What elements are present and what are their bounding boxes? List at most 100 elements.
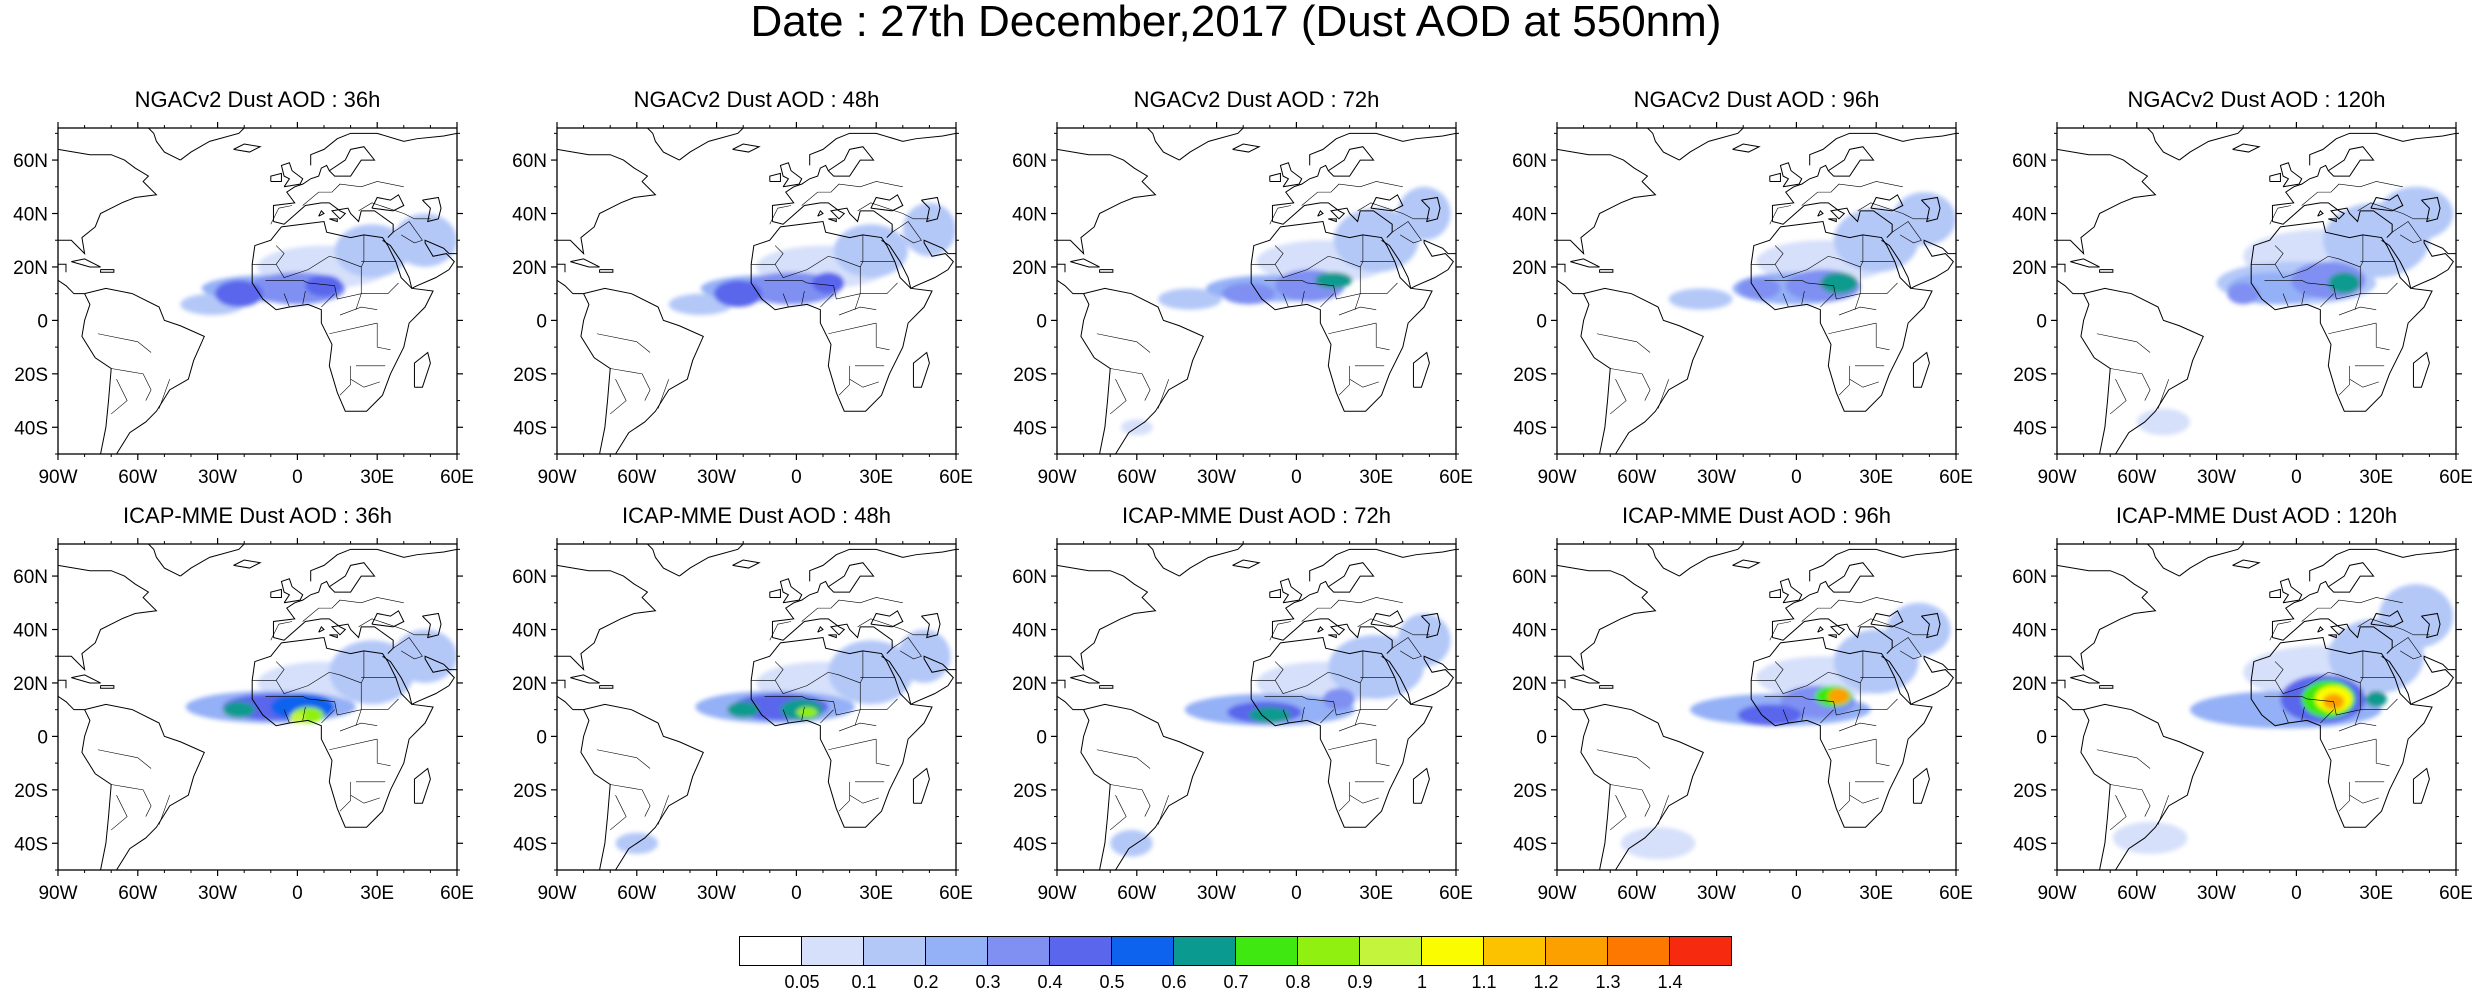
coastline (921, 612, 941, 639)
map-plot: 90W 60W 30W 0 30E 60E 60N 40N 20N 0 20S 40S (1512, 538, 1973, 904)
country-border (1849, 378, 1879, 388)
coastline (557, 564, 657, 672)
country-border (111, 379, 128, 415)
country-border (1657, 795, 1670, 825)
coastline (413, 351, 431, 388)
coastline (2309, 548, 2456, 582)
coastline (1921, 612, 1941, 639)
coastline (273, 202, 394, 238)
lat-tick-label: 20N (1012, 258, 1047, 279)
country-border (2301, 181, 2403, 206)
lon-tick-label: 30W (198, 883, 237, 904)
coastline (2279, 162, 2303, 188)
country-border (2338, 365, 2350, 396)
lon-tick-label: 30W (2197, 883, 2236, 904)
country-border (857, 202, 930, 220)
coastline (580, 287, 704, 454)
country-border (2357, 618, 2430, 636)
country-border (2157, 795, 2170, 825)
colorbar-swatch (863, 936, 926, 966)
colorbar-label: 1.1 (1471, 972, 1497, 992)
map-plot: 90W 60W 30W 0 30E 60E 60N 40N 20N 0 20S 40S (13, 122, 474, 488)
country-border (97, 333, 152, 353)
country-border (1857, 618, 1930, 636)
lat-tick-label: 20N (1012, 674, 1047, 695)
country-border (1801, 290, 1805, 305)
lon-tick-label: 60W (1117, 467, 1156, 488)
dust-aod-contour (1158, 288, 1222, 310)
coastline (679, 544, 744, 577)
map-frame (2056, 127, 2457, 455)
coastlines (1057, 544, 1456, 870)
map-frame (556, 127, 957, 455)
country-border (1828, 738, 1877, 751)
country-border (275, 234, 365, 279)
country-border (2328, 322, 2377, 335)
country-border (252, 245, 285, 265)
country-border (1857, 202, 1930, 220)
lon-tick-label: 30W (1197, 467, 1236, 488)
country-border (774, 650, 864, 695)
coastline (1370, 610, 1404, 628)
coastline (2269, 588, 2281, 598)
map-frame (1556, 127, 1957, 455)
country-border (1264, 280, 1398, 300)
coastlines (557, 544, 956, 870)
lon-tick-label: 30E (1859, 883, 1893, 904)
dust-aod-field (185, 629, 457, 724)
coastline (329, 634, 338, 639)
coastline (1557, 564, 1657, 672)
country-border (820, 293, 834, 308)
lon-tick-label: 0 (2291, 467, 2302, 488)
map-panel: ICAP-MME Dust AOD : 120h 90W 60W 30W 0 30E 60E… (1999, 504, 2472, 914)
coastline (270, 172, 282, 182)
coastline (1057, 279, 1084, 295)
map-plot: 90W 60W 30W 0 30E 60E 60N 40N 20N 0 20S 40S (2012, 538, 2472, 904)
country-border (857, 618, 930, 636)
country-border (1838, 781, 1850, 812)
lon-tick-label: 60W (617, 467, 656, 488)
dust-aod-field (2136, 186, 2454, 436)
map-frame (1556, 543, 1957, 871)
country-border (376, 739, 391, 767)
lon-tick-label: 0 (791, 467, 802, 488)
coastlines (2057, 128, 2456, 454)
lat-tick-label: 60N (2012, 567, 2047, 588)
coastline (1750, 220, 1933, 412)
coastline (1921, 196, 1941, 223)
country-border (1251, 245, 1284, 265)
coastline (1272, 202, 1393, 238)
country-border (1357, 202, 1430, 220)
colorbar-label: 0.9 (1347, 972, 1373, 992)
coastline (58, 148, 158, 256)
dust-aod-contour (214, 280, 263, 308)
panel-title: ICAP-MME Dust AOD : 72h (1122, 503, 1391, 528)
coastline (2057, 564, 2157, 672)
coastline (1328, 218, 1337, 223)
coastline (1557, 695, 1584, 711)
coastline (1309, 548, 1456, 582)
dust-aod-contour (2227, 282, 2260, 305)
coastline (1580, 703, 1704, 870)
coastline (2070, 674, 2100, 684)
map-panel: NGACv2 Dust AOD : 36h 90W 60W 30W 0 30E 60E 60N… (0, 88, 474, 498)
coastline (870, 194, 904, 212)
country-border (1657, 379, 1670, 409)
map-frame (2056, 543, 2457, 871)
country-border (774, 234, 864, 279)
lat-tick-label: 40S (2013, 834, 2047, 855)
coastline (58, 564, 158, 672)
lat-tick-label: 0 (2036, 727, 2047, 748)
lon-tick-label: 60W (118, 883, 157, 904)
coastline (273, 618, 394, 654)
map-panel: NGACv2 Dust AOD : 96h 90W 60W 30W 0 30E 60E 60N… (1499, 88, 1973, 498)
coastline (148, 544, 181, 577)
country-border (302, 181, 404, 206)
lat-tick-label: 20N (13, 258, 48, 279)
panel-title: NGACv2 Dust AOD : 48h (633, 87, 880, 112)
coastline (1269, 172, 1281, 182)
lat-tick-label: 20N (2012, 674, 2047, 695)
map-panel: ICAP-MME Dust AOD : 72h 90W 60W 30W 0 30E 60E 6… (999, 504, 1473, 914)
coastline (180, 128, 245, 161)
coastline (1771, 562, 1875, 638)
